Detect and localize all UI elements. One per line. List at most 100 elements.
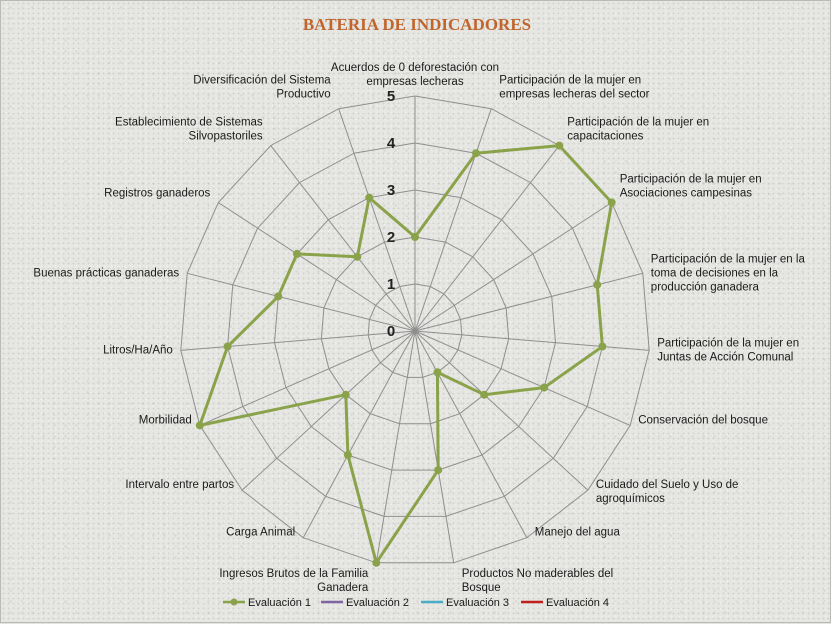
spoke-5	[414, 330, 650, 351]
spoke-8	[414, 330, 528, 538]
category-label-line: Diversificación del Sistema	[193, 75, 331, 87]
category-label-line: Asociaciones campesinas	[620, 188, 753, 200]
axis-tick-labels: 0 1 2 3 4 5	[387, 88, 396, 340]
data-point	[341, 390, 350, 399]
spoke-4	[414, 272, 643, 332]
spoke-16	[218, 202, 416, 332]
spoke-14	[180, 330, 416, 351]
category-label: Carga Animal	[226, 527, 295, 539]
spoke-9	[414, 330, 455, 563]
data-point	[480, 390, 489, 399]
series-layer	[195, 141, 616, 567]
data-point	[411, 233, 419, 241]
data-point	[593, 280, 602, 289]
category-label: Productos No maderables del Bosque	[462, 568, 614, 594]
category-label: Participación de la mujer en capacitacion…	[567, 117, 709, 143]
data-point	[293, 249, 301, 258]
category-label-line: Participación de la mujer en	[499, 75, 641, 87]
category-label: Conservación del bosque	[638, 414, 768, 426]
spoke-6	[414, 330, 631, 426]
category-label-line: Morbilidad	[139, 414, 192, 426]
category-label: Participación de la mujer en la toma de d…	[651, 253, 806, 293]
tick-label: 5	[387, 88, 395, 105]
spoke-13	[199, 330, 416, 426]
category-label: Buenas prácticas ganaderas	[33, 267, 179, 279]
spoke-15	[187, 272, 416, 332]
data-point	[607, 198, 616, 207]
category-label-line: Acuerdos de 0 deforestación con	[331, 62, 499, 74]
category-label: Cuidado del Suelo y Uso de agroquímicos	[596, 479, 739, 505]
category-label: Intervalo entre partos	[125, 479, 234, 491]
radar-grid	[180, 95, 650, 564]
category-label-line: Ganadera	[317, 582, 369, 594]
tick-label: 0	[387, 323, 395, 340]
category-label-line: Conservación del bosque	[638, 414, 768, 426]
tick-label: 1	[387, 276, 395, 293]
category-label-line: Manejo del agua	[535, 527, 621, 539]
tick-label: 4	[387, 135, 396, 152]
category-label: Establecimiento de Sistemas Silvopastoril…	[115, 117, 263, 143]
legend-marker	[230, 598, 238, 606]
legend-item: Evaluación 4	[521, 597, 609, 609]
data-point	[555, 141, 564, 150]
data-point	[472, 149, 480, 158]
category-labels: Acuerdos de 0 deforestación con empresas …	[33, 62, 805, 594]
spoke-11	[302, 330, 416, 538]
category-label-line: agroquímicos	[596, 493, 665, 505]
data-point	[274, 292, 283, 301]
legend-label: Evaluación 2	[346, 597, 409, 609]
category-label-line: Silvopastoriles	[189, 131, 263, 143]
category-label: Participación de la mujer en Asociaciones…	[620, 174, 762, 200]
legend-item: Evaluación 3	[421, 597, 509, 609]
data-point	[433, 368, 442, 377]
category-label-line: Bosque	[462, 582, 501, 594]
category-label: Participación de la mujer en Juntas de Ac…	[657, 337, 799, 363]
category-label-line: Carga Animal	[226, 527, 295, 539]
data-point	[434, 466, 443, 475]
legend-item: Evaluación 2	[321, 597, 409, 609]
data-point	[343, 451, 352, 459]
data-point	[598, 342, 607, 351]
category-label-line: capacitaciones	[567, 131, 643, 143]
category-label: Diversificación del Sistema Productivo	[193, 75, 331, 101]
category-label-line: Buenas prácticas ganaderas	[33, 267, 179, 279]
data-point	[540, 383, 549, 392]
category-label-line: empresas lecheras del sector	[499, 89, 649, 101]
category-label: Participación de la mujer en empresas lec…	[499, 75, 649, 101]
legend-label: Evaluación 4	[546, 597, 609, 609]
category-label-line: Litros/Ha/Año	[103, 344, 173, 356]
grid-ring-2	[320, 236, 510, 425]
category-label-line: Establecimiento de Sistemas	[115, 117, 263, 129]
category-label: Acuerdos de 0 deforestación con empresas …	[331, 62, 499, 88]
category-label-line: Productos No maderables del	[462, 568, 614, 580]
category-label-line: Cuidado del Suelo y Uso de	[596, 479, 739, 491]
data-point	[365, 193, 374, 202]
category-label-line: Registros ganaderos	[104, 188, 210, 200]
spoke-3	[414, 202, 612, 332]
category-label-line: Intervalo entre partos	[125, 479, 234, 491]
category-label: Ingresos Brutos de la Familia Ganadera	[219, 568, 369, 594]
category-label-line: Participación de la mujer en	[657, 337, 799, 349]
grid-ring-1	[367, 283, 463, 378]
category-label: Litros/Ha/Año	[103, 344, 173, 356]
category-label-line: Juntas de Acción Comunal	[657, 351, 793, 363]
spoke-18	[338, 108, 416, 332]
category-label: Morbilidad	[139, 414, 192, 426]
spoke-12	[241, 330, 416, 491]
tick-label: 2	[387, 229, 395, 246]
category-label-line: Participación de la mujer en	[620, 174, 762, 186]
category-label: Registros ganaderos	[104, 188, 210, 200]
grid-ring-4	[227, 142, 603, 517]
spoke-7	[414, 330, 589, 491]
legend-label: Evaluación 1	[248, 597, 311, 609]
legend-label: Evaluación 3	[446, 597, 509, 609]
spoke-10	[375, 330, 416, 563]
category-label-line: producción ganadera	[651, 281, 760, 293]
spoke-1	[414, 108, 492, 332]
grid-ring-5	[180, 95, 650, 564]
data-point	[372, 558, 381, 567]
category-label-line: Productivo	[276, 89, 330, 101]
category-label-line: toma de decisiones en la	[651, 267, 779, 279]
category-label: Manejo del agua	[535, 527, 621, 539]
